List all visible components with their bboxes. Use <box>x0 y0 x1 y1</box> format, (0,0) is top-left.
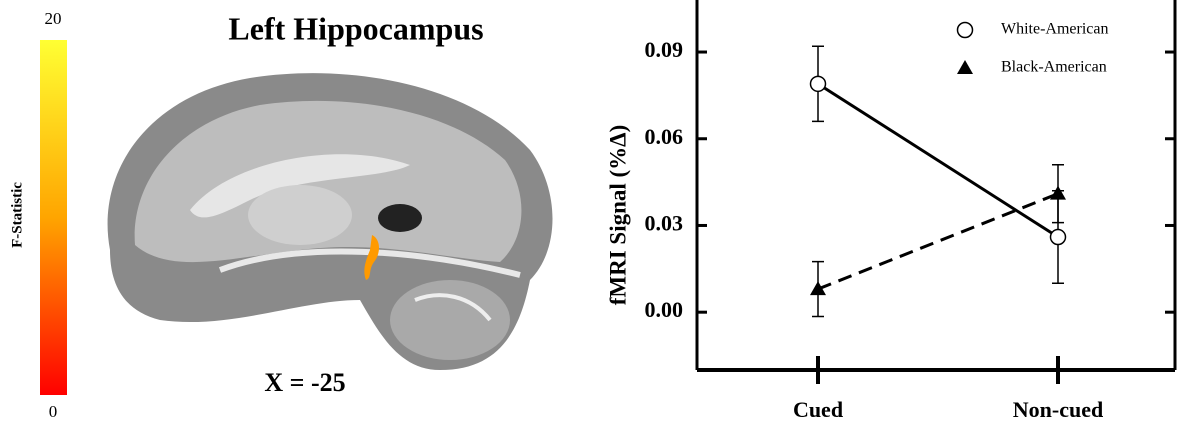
y-axis-label: fMRI Signal (%Δ) <box>605 125 630 306</box>
legend-label: Black-American <box>1001 59 1107 76</box>
page: 20 0 F-Statistic Left Hippocampus X = -2… <box>0 0 1179 428</box>
legend-marker <box>958 23 973 38</box>
x-tick-label: Non-cued <box>1013 397 1103 422</box>
colorbar-max: 20 <box>45 9 62 28</box>
brain-image <box>108 73 553 370</box>
series-line <box>818 84 1058 237</box>
legend-marker <box>957 60 973 74</box>
data-point <box>811 76 826 91</box>
y-tick-label: 0.06 <box>645 124 684 149</box>
data-point <box>1051 230 1066 245</box>
x-tick-label: Cued <box>793 397 843 422</box>
y-tick-label: 0.03 <box>645 211 684 236</box>
y-tick-label: 0.00 <box>645 297 684 322</box>
data-point <box>1050 186 1066 200</box>
y-tick-label: 0.09 <box>645 37 684 62</box>
colorbar <box>40 40 67 395</box>
slice-label: X = -25 <box>264 368 345 397</box>
figure: 20 0 F-Statistic Left Hippocampus X = -2… <box>0 0 1179 428</box>
brain-title: Left Hippocampus <box>228 10 483 46</box>
series-line <box>818 194 1058 289</box>
colorbar-min: 0 <box>49 402 58 421</box>
colorbar-label: F-Statistic <box>9 182 25 248</box>
legend-label: White-American <box>1001 21 1109 38</box>
